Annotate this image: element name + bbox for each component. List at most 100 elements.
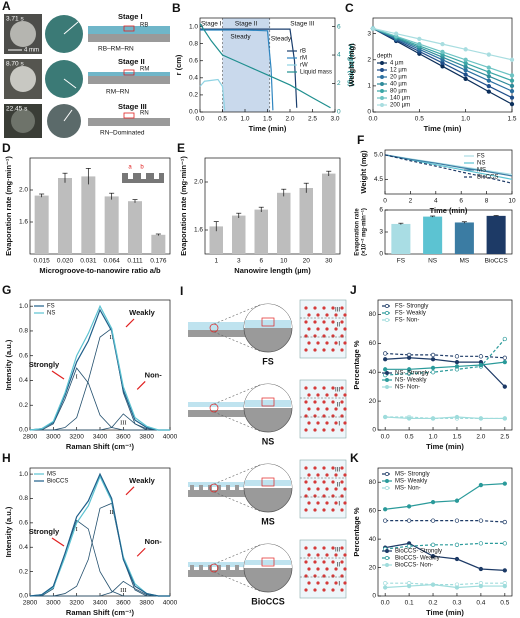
y-tick-label: 1.6 xyxy=(194,227,203,234)
legend-marker xyxy=(385,563,389,567)
legend-label: MS xyxy=(477,168,486,174)
substrate xyxy=(88,118,170,126)
radius-label: RM xyxy=(140,67,149,73)
data-point xyxy=(509,57,515,62)
data-point xyxy=(430,365,436,371)
inset-label: a xyxy=(128,165,132,171)
stage-label: Stage I xyxy=(201,21,222,28)
layer-label: II xyxy=(337,323,341,329)
legend-label: MS- Non- xyxy=(395,486,421,492)
molecule xyxy=(331,560,335,564)
stage-label: Stage II xyxy=(118,57,145,66)
y-tick-label: 0.6 xyxy=(19,352,28,359)
x-tick-label: 0.5 xyxy=(500,600,509,607)
data-point xyxy=(370,26,376,31)
molecule xyxy=(322,546,326,550)
molecule xyxy=(343,341,347,345)
panel-letter: D xyxy=(2,141,11,155)
data-point xyxy=(454,354,460,359)
y-tick-label: 0.6 xyxy=(19,520,28,527)
schematic-circle xyxy=(45,60,83,98)
legend-label: FS- Non- xyxy=(395,318,419,324)
molecule xyxy=(325,501,329,505)
y-tick-label: 20 xyxy=(369,398,377,405)
plot-frame xyxy=(204,157,341,255)
molecule xyxy=(322,480,326,484)
data-point xyxy=(509,88,515,94)
molecule xyxy=(331,546,335,550)
molecule xyxy=(334,327,338,331)
panel-letter: G xyxy=(2,283,11,297)
y-axis-label: Evaporation rate xyxy=(355,208,361,256)
legend-label: 20 µm xyxy=(390,75,407,81)
data-point xyxy=(454,359,460,365)
molecule xyxy=(316,313,320,317)
molecule xyxy=(322,428,326,432)
pillar xyxy=(226,565,230,571)
molecule xyxy=(304,348,308,352)
y-tick-label: 0 xyxy=(372,593,376,600)
component-label: I xyxy=(76,526,78,533)
x-tick-label: 3600 xyxy=(116,600,131,607)
stage-label: Stage II xyxy=(235,21,258,28)
layer-label: I xyxy=(338,342,340,348)
y-tick-label: 0.4 xyxy=(19,377,28,384)
annotation: Non- xyxy=(145,370,163,379)
x-tick-label: 3200 xyxy=(69,434,84,441)
molecule xyxy=(313,588,317,592)
molecule xyxy=(334,407,338,411)
legend-label: MS xyxy=(47,472,56,478)
data-point xyxy=(486,69,491,75)
molecule xyxy=(304,588,308,592)
legend-marker xyxy=(385,486,389,490)
x-tick-label: 4 xyxy=(434,198,438,205)
panel-letter: I xyxy=(180,284,183,298)
x-tick-label: 3400 xyxy=(93,434,108,441)
legend-marker xyxy=(385,556,389,560)
molecule xyxy=(307,327,311,331)
bar xyxy=(299,188,313,254)
series-line xyxy=(29,472,170,597)
annotation-arrow xyxy=(136,380,146,390)
component-label: II xyxy=(109,334,113,341)
molecule xyxy=(307,581,311,585)
annotation: Weakly xyxy=(129,476,156,485)
y-axis-label: Percentage % xyxy=(352,340,361,390)
zoom-guide xyxy=(213,303,263,325)
legend-title: depth xyxy=(377,54,392,60)
molecule xyxy=(307,473,311,477)
annotation-arrow xyxy=(51,537,65,547)
molecule xyxy=(307,553,311,557)
molecule xyxy=(307,313,311,317)
molecule xyxy=(313,560,317,564)
bar xyxy=(232,215,246,254)
molecule xyxy=(316,421,320,425)
legend-label: 4 µm xyxy=(390,61,403,67)
molecule xyxy=(343,553,347,557)
molecule xyxy=(340,306,344,310)
layer-label: I xyxy=(338,422,340,428)
y-axis-label: r (cm) xyxy=(174,54,183,75)
series-line xyxy=(385,542,505,571)
molecule xyxy=(334,341,338,345)
stage-band xyxy=(269,18,335,112)
bar xyxy=(151,234,166,254)
y-axis-label: (×10⁻² mg·min⁻¹) xyxy=(361,208,368,256)
y-tick-label: 20 xyxy=(369,564,377,571)
molecule xyxy=(343,393,347,397)
sample-label: FS xyxy=(262,356,274,366)
molecule xyxy=(313,466,317,470)
molecule xyxy=(316,341,320,345)
data-point xyxy=(486,83,491,89)
data-point xyxy=(502,568,507,573)
data-point xyxy=(454,542,460,547)
bar xyxy=(58,178,72,254)
molecule xyxy=(325,327,329,331)
molecule xyxy=(340,508,344,512)
substrate xyxy=(188,330,246,337)
data-point xyxy=(430,554,436,559)
layer-label: II xyxy=(337,563,341,569)
data-point xyxy=(383,585,388,590)
x-tick-label: 0.176 xyxy=(150,258,167,265)
legend-marker xyxy=(380,103,384,107)
